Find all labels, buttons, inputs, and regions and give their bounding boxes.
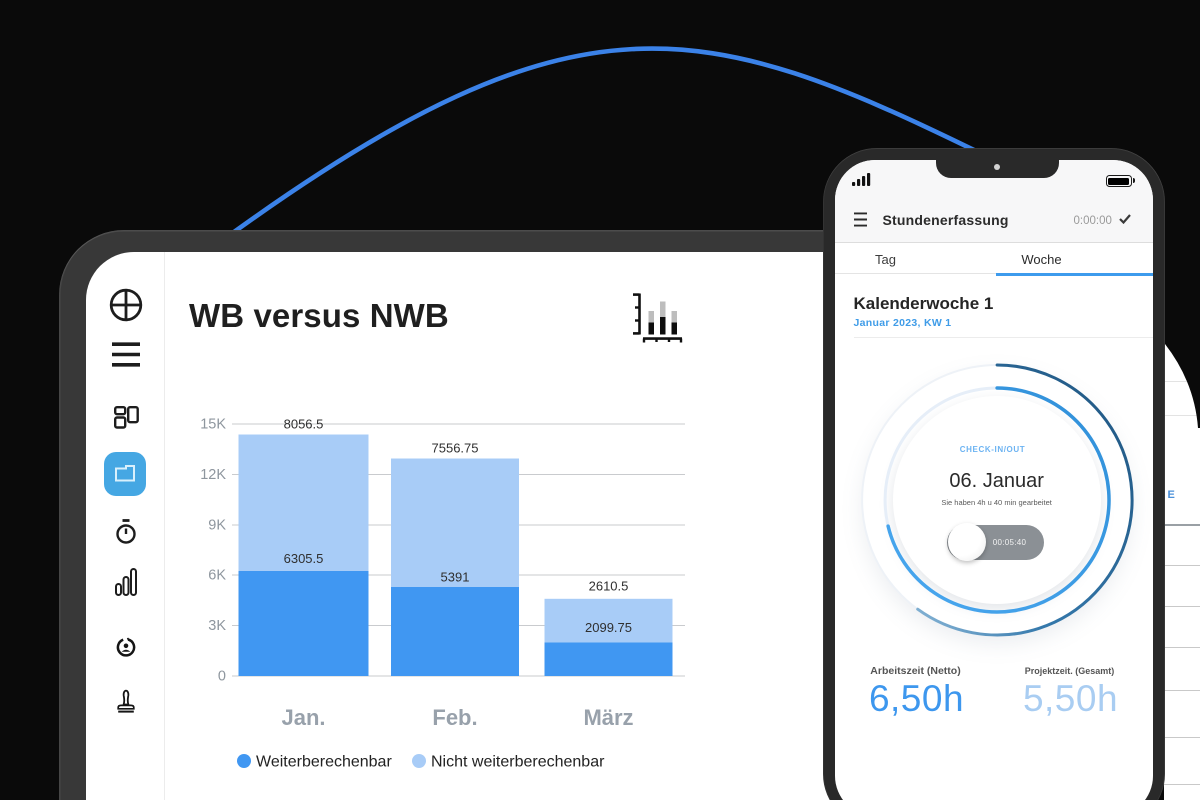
svg-text:6305.5: 6305.5	[284, 551, 324, 566]
svg-text:Feb.: Feb.	[432, 705, 477, 730]
svg-text:2099.75: 2099.75	[585, 620, 632, 635]
svg-text:Weiterberechenbar: Weiterberechenbar	[256, 754, 392, 771]
svg-text:März: März	[583, 705, 633, 730]
svg-text:3K: 3K	[208, 618, 226, 634]
svg-text:5391: 5391	[441, 570, 470, 585]
svg-text:Nicht weiterberechenbar: Nicht weiterberechenbar	[431, 754, 605, 771]
svg-text:8056.5: 8056.5	[284, 417, 324, 432]
svg-text:7556.75: 7556.75	[432, 441, 479, 456]
svg-text:Jan.: Jan.	[281, 705, 325, 730]
svg-text:6K: 6K	[208, 568, 226, 584]
svg-text:15K: 15K	[200, 417, 226, 433]
svg-text:2610.5: 2610.5	[589, 579, 629, 594]
svg-text:9K: 9K	[208, 517, 226, 533]
svg-text:12K: 12K	[200, 467, 226, 483]
svg-text:0: 0	[218, 669, 226, 685]
